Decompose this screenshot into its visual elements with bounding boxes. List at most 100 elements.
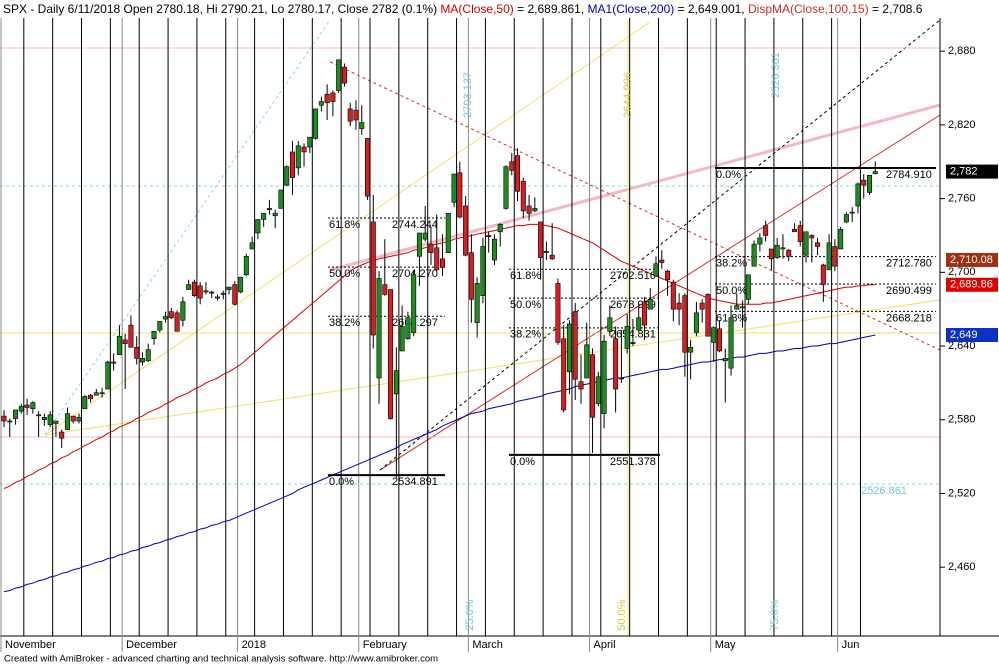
fib-price: 2712.780: [886, 258, 932, 270]
candle-body: [145, 349, 151, 362]
candle-body: [64, 413, 70, 430]
candle-body: [711, 327, 717, 343]
trend-lines: [0, 19, 941, 636]
candle-body: [630, 342, 636, 344]
candle-body: [151, 331, 157, 339]
trend-line: [44, 299, 941, 436]
trend-line: [379, 114, 941, 471]
candle-body: [105, 361, 111, 390]
candle-body: [139, 358, 145, 363]
candle-body: [520, 181, 526, 212]
candle-body: [324, 93, 330, 104]
candle-body: [93, 392, 99, 396]
candle-body: [197, 285, 203, 299]
candle-body: [428, 243, 434, 253]
candle-body: [445, 213, 451, 253]
candle-body: [88, 394, 94, 400]
candle-body: [353, 109, 359, 121]
fib-price: 2668.218: [886, 312, 932, 324]
candle-body: [578, 381, 584, 390]
candle-body: [220, 292, 226, 295]
candle-body: [261, 213, 267, 220]
candle-body: [549, 254, 555, 260]
fib-percent: 38.2%: [510, 329, 541, 341]
y-tick-label: 2,460: [948, 561, 976, 573]
candle-body: [486, 235, 492, 237]
candle-body: [272, 213, 278, 217]
candle-body: [457, 172, 463, 218]
candle-body: [393, 370, 399, 395]
fib-percent: 61.8%: [329, 219, 360, 231]
candle-body: [359, 122, 365, 129]
chart-title: SPX - Daily 6/11/2018 Open 2780.18, Hi 2…: [3, 2, 923, 16]
x-tick-label: Jun: [842, 639, 860, 651]
candle-body: [480, 246, 486, 296]
footer-bg: [0, 652, 999, 666]
candle-body: [411, 274, 417, 333]
candle-body: [555, 283, 561, 343]
price-tag: [946, 327, 998, 342]
faint-label: 2526.361: [770, 52, 782, 98]
candle-body: [595, 376, 601, 405]
candle-body: [613, 338, 619, 390]
candle-body: [809, 235, 815, 239]
price-tag-label: 2,782: [950, 165, 978, 177]
candle-body: [134, 346, 140, 359]
candle-body: [47, 414, 53, 425]
candle-body: [238, 276, 244, 293]
candle-body: [59, 431, 65, 439]
candle-body: [491, 238, 497, 261]
candle-body: [278, 189, 284, 209]
fib-percent: 0.0%: [716, 169, 741, 181]
trend-line: [329, 103, 941, 272]
candle-body: [653, 263, 659, 277]
candle-body: [336, 59, 342, 91]
fib-percent: 38.2%: [329, 317, 360, 329]
candle-body: [751, 243, 757, 267]
faint-label: 2703.137: [462, 72, 474, 118]
candle-body: [405, 317, 411, 339]
fib-percent: 50.0%: [329, 268, 360, 280]
candle-body: [163, 316, 169, 320]
candle-body: [376, 278, 382, 379]
candle-body: [122, 339, 128, 344]
fib-price: 2690.499: [886, 285, 932, 297]
candle-body: [295, 145, 301, 169]
candle-body: [803, 231, 809, 256]
candle-body: [745, 274, 751, 300]
candle-body: [370, 221, 376, 336]
candle-body: [36, 414, 42, 417]
candle-body: [399, 326, 405, 352]
candle-body: [53, 420, 59, 424]
fib-percent: 61.8%: [510, 270, 541, 282]
fib-price: 2784.910: [886, 169, 932, 181]
price-tag: [946, 277, 998, 292]
candle-body: [538, 221, 544, 258]
candle-body: [30, 402, 36, 410]
candle-body: [41, 417, 47, 421]
faint-label: 2644.996: [622, 72, 634, 118]
candle-body: [670, 281, 676, 310]
candle-body: [797, 225, 803, 242]
candle-body: [693, 312, 699, 333]
candle-body: [301, 146, 307, 153]
x-tick-label: March: [472, 639, 503, 651]
y-tick-label: 2,760: [948, 193, 976, 205]
candle-body: [636, 317, 642, 331]
y-tick-label: 2,520: [948, 487, 976, 499]
x-tick-label: December: [126, 639, 177, 651]
faint-label: 75.0%: [769, 599, 781, 630]
candle-body: [70, 415, 76, 422]
title-part: = 2,649.001,: [678, 2, 745, 16]
x-tick-label: May: [715, 639, 736, 651]
candle-body: [128, 324, 134, 348]
fib-percent: 50.0%: [510, 299, 541, 311]
y-tick-label: 2,700: [948, 266, 976, 278]
candle-body: [786, 249, 792, 257]
candle-body: [186, 284, 192, 290]
fib-percent: 0.0%: [510, 456, 535, 468]
candle-body: [249, 242, 255, 250]
candle-body: [468, 252, 474, 300]
fib-price: 2534.891: [392, 476, 438, 488]
